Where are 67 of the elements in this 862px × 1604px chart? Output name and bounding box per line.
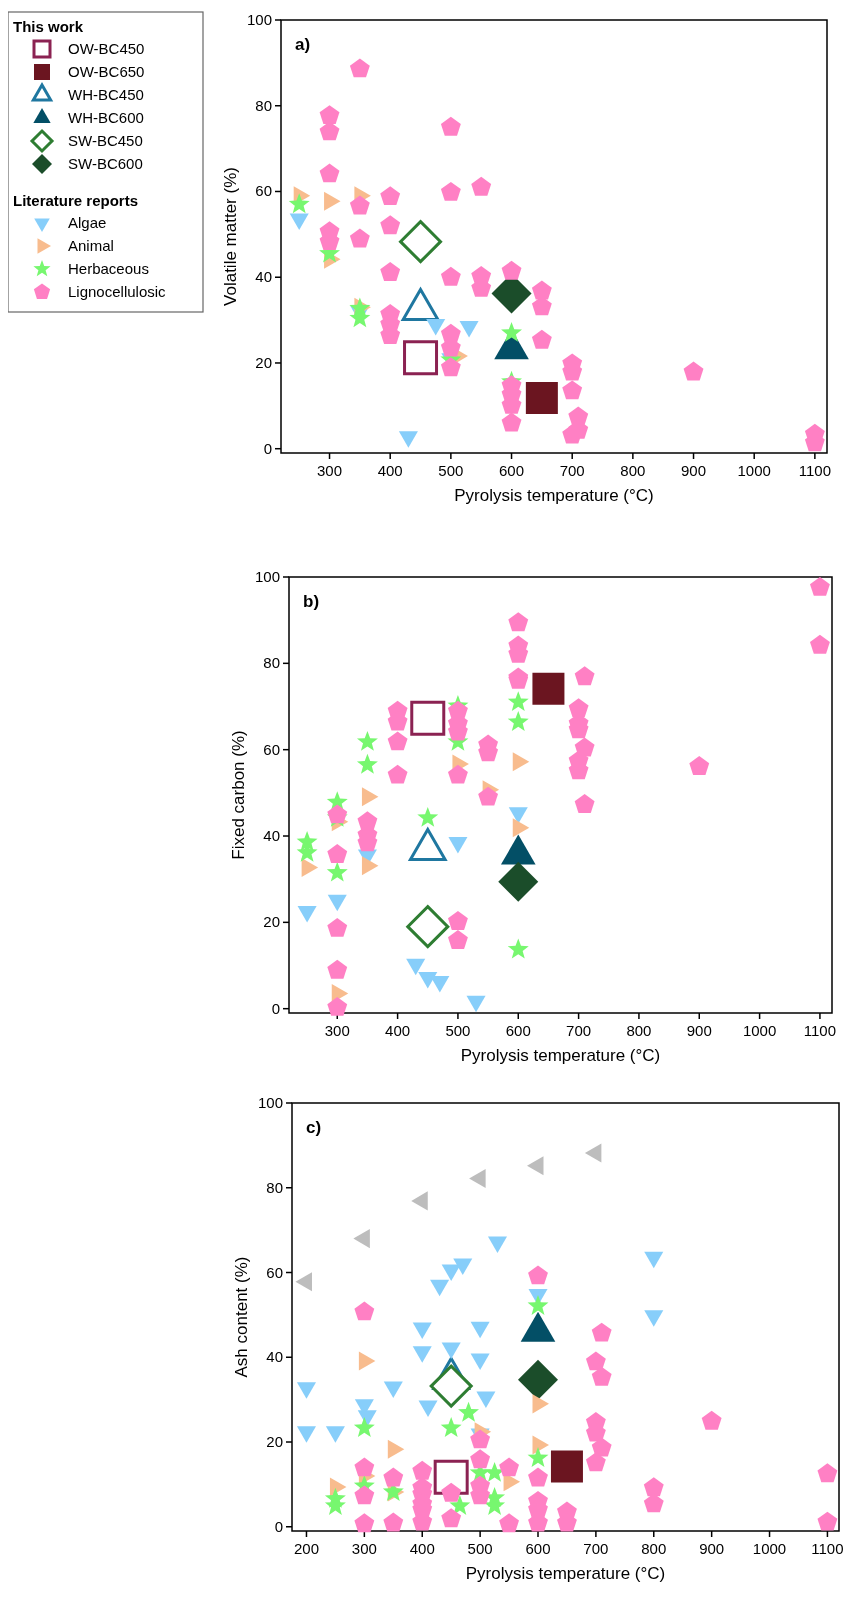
x-tick-label: 400: [385, 1022, 411, 1039]
x-tick-label: 800: [626, 1022, 652, 1039]
y-tick-label: 60: [255, 182, 272, 200]
x-tick-label: 500: [467, 1540, 493, 1557]
x-tick-label: 300: [317, 462, 343, 479]
legend-label: WH-BC450: [68, 86, 144, 103]
legend-label: OW-BC450: [68, 40, 145, 57]
legend-label: OW-BC650: [68, 63, 145, 80]
x-tick-label: 200: [293, 1540, 319, 1557]
y-tick-label: 80: [263, 654, 280, 672]
y-axis-title: Fixed carbon (%): [229, 730, 248, 860]
x-tick-label: 700: [559, 462, 585, 479]
legend-label: WH-BC600: [68, 109, 144, 126]
x-tick-label: 300: [351, 1540, 377, 1557]
x-tick-label: 1000: [737, 462, 771, 479]
x-tick-label: 800: [641, 1540, 667, 1557]
y-tick-label: 20: [255, 353, 272, 371]
x-axis-title: Pyrolysis temperature (°C): [454, 486, 654, 505]
x-tick-label: 600: [499, 462, 525, 479]
legend-label: Herbaceous: [68, 260, 149, 277]
x-axis-title: Pyrolysis temperature (°C): [465, 1564, 666, 1583]
x-tick-label: 700: [583, 1540, 609, 1557]
y-tick-label: 40: [255, 268, 272, 286]
x-tick-label: 500: [438, 462, 464, 479]
x-tick-label: 1100: [811, 1540, 844, 1557]
y-tick-label: 40: [263, 827, 280, 845]
y-tick-label: 80: [266, 1178, 283, 1196]
x-tick-label: 900: [686, 1022, 712, 1039]
y-axis-title: Ash content (%): [232, 1256, 251, 1378]
legend-label: Animal: [68, 237, 114, 254]
annotation: c): [306, 1118, 322, 1137]
x-tick-label: 300: [324, 1022, 350, 1039]
text: This work: [13, 18, 84, 35]
legend-label: Lignocellulosic: [68, 283, 167, 300]
x-axis-title: Pyrolysis temperature (°C): [460, 1046, 661, 1065]
annotation: b): [303, 592, 320, 611]
y-axis-title: Volatile matter (%): [221, 167, 240, 306]
x-tick-label: 900: [681, 462, 707, 479]
x-tick-label: 800: [620, 462, 646, 479]
y-tick-label: 20: [266, 1433, 283, 1451]
y-tick-label: 100: [257, 1094, 283, 1111]
y-tick-label: 60: [266, 1263, 283, 1281]
y-tick-label: 0: [263, 439, 272, 457]
x-tick-label: 600: [525, 1540, 551, 1557]
y-tick-label: 100: [246, 11, 272, 28]
x-tick-label: 400: [409, 1540, 435, 1557]
y-tick-label: 0: [274, 1517, 283, 1535]
x-tick-label: 900: [699, 1540, 725, 1557]
annotation: a): [295, 35, 311, 54]
legend-label: Algae: [68, 214, 107, 231]
y-tick-label: 60: [263, 740, 280, 758]
x-tick-label: 1000: [752, 1540, 787, 1557]
x-tick-label: 500: [445, 1022, 471, 1039]
y-tick-label: 80: [255, 96, 272, 114]
y-tick-label: 100: [254, 568, 280, 585]
x-tick-label: 600: [505, 1022, 531, 1039]
x-tick-label: 400: [377, 462, 403, 479]
y-tick-label: 40: [266, 1348, 283, 1366]
x-tick-label: 700: [566, 1022, 592, 1039]
x-tick-label: 1100: [798, 462, 831, 479]
legend-label: SW-BC600: [68, 155, 143, 172]
x-tick-label: 1000: [742, 1022, 777, 1039]
y-tick-label: 20: [263, 913, 280, 931]
text: Literature reports: [13, 192, 139, 209]
legend-label: SW-BC450: [68, 132, 143, 149]
y-tick-label: 0: [271, 999, 280, 1017]
x-tick-label: 1100: [803, 1022, 837, 1039]
